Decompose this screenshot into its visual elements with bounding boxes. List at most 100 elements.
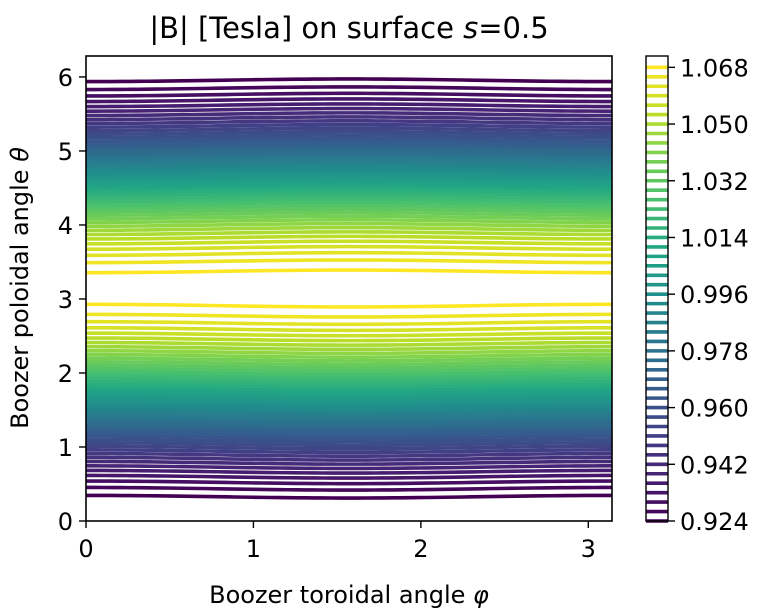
colorbar-frame — [645, 55, 669, 522]
contour-line — [85, 312, 613, 319]
contour-line — [85, 403, 613, 410]
contour-line — [85, 197, 613, 204]
contour-line — [85, 258, 613, 265]
contour-line — [86, 194, 612, 201]
colorbar-tick-label: 0.996 — [680, 281, 749, 309]
contour-line — [85, 352, 613, 359]
contour-line — [85, 158, 613, 165]
contour-line — [85, 479, 613, 486]
colorbar-tick-label: 0.924 — [680, 508, 749, 536]
x-tick-label: 2 — [413, 535, 428, 563]
contour-line — [85, 406, 613, 413]
contour-line — [86, 185, 612, 192]
contour-line — [86, 207, 612, 214]
colorbar-ticks: 0.924 0.942 0.960 0.978 0.996 1.014 1.032 1.050… — [668, 54, 749, 536]
chart-title-suffix: =0.5 — [478, 11, 548, 45]
colorbar-tick-label: 0.960 — [680, 395, 749, 423]
chart-title-prefix: |B| [Tesla] on surface — [149, 11, 463, 45]
contour-line — [85, 173, 613, 180]
contour-line — [85, 418, 613, 425]
contour-line — [85, 412, 613, 419]
contour-line — [85, 451, 613, 458]
contour-line — [85, 373, 613, 380]
contour-line — [86, 210, 612, 217]
x-axis-ticks: 0 1 2 3 — [78, 521, 596, 563]
contour-line — [85, 91, 613, 98]
contour-line — [85, 126, 613, 133]
contour-line — [85, 191, 613, 198]
contour-line — [85, 356, 613, 363]
contour-line — [85, 250, 613, 258]
contour-line — [85, 167, 613, 174]
contour-line — [85, 331, 613, 338]
contour-line — [85, 485, 613, 492]
contour-line — [85, 133, 613, 140]
contour-line — [86, 360, 612, 367]
colorbar-tick-label: 0.978 — [680, 338, 749, 366]
contour-line — [85, 188, 613, 195]
contour-line — [86, 161, 612, 168]
y-tick-label: 1 — [58, 434, 73, 462]
contour-line — [85, 182, 613, 189]
contour-line — [85, 415, 613, 422]
y-tick-label: 3 — [58, 286, 73, 314]
contour-line — [86, 464, 612, 471]
contour-line — [85, 170, 613, 177]
contour-line — [86, 106, 612, 113]
contour-line — [85, 115, 613, 122]
contour-lines — [85, 77, 613, 500]
plot-area: 0 1 2 3 0 1 2 3 4 5 6 — [58, 55, 613, 563]
colorbar-tick-label: 1.050 — [680, 111, 749, 139]
contour-line — [85, 370, 613, 377]
y-axis-label: Boozer poloidal angle θ — [6, 147, 34, 429]
contour-line — [85, 388, 613, 395]
contour-line — [85, 468, 613, 475]
contour-line — [85, 230, 613, 237]
contour-line — [85, 146, 613, 153]
contour-line — [85, 136, 613, 143]
plot-frame — [85, 55, 613, 522]
contour-line — [86, 493, 612, 500]
contour-line — [85, 225, 613, 233]
contour-line — [85, 394, 613, 401]
contour-line — [85, 424, 613, 431]
contour-line — [85, 382, 613, 389]
contour-line — [86, 97, 612, 104]
contour-line — [86, 385, 612, 392]
contour-line — [85, 214, 613, 221]
contour-line — [86, 302, 612, 309]
contour-line — [86, 348, 612, 356]
contour-line — [85, 431, 613, 438]
contour-line — [85, 179, 613, 186]
colorbar-bands — [646, 65, 668, 523]
contour-line — [85, 444, 613, 451]
colorbar-tick-label: 1.014 — [680, 224, 749, 252]
contour-line — [86, 77, 612, 84]
colorbar-tick-label: 0.942 — [680, 451, 749, 479]
y-tick-label: 0 — [58, 508, 73, 536]
contour-line — [86, 268, 612, 275]
contour-line — [85, 421, 613, 428]
contour-line — [85, 102, 613, 109]
contour-line — [86, 363, 612, 370]
x-tick-label: 0 — [78, 535, 93, 563]
y-tick-label: 5 — [58, 138, 73, 166]
x-axis-label: Boozer toroidal angle φ — [209, 581, 489, 609]
contour-line — [86, 325, 612, 333]
contour-line — [86, 409, 612, 416]
contour-line — [85, 397, 613, 404]
contour-line — [85, 400, 613, 407]
y-tick-label: 6 — [58, 64, 73, 92]
contour-line — [86, 203, 612, 211]
contour-line — [86, 376, 612, 383]
contour-line — [85, 176, 613, 183]
contour-line — [85, 319, 613, 327]
contour-line — [86, 142, 612, 150]
x-axis-label-text: Boozer toroidal angle — [209, 581, 473, 609]
contour-line — [85, 344, 613, 352]
contour-line — [85, 152, 613, 159]
y-axis-label-text: Boozer poloidal angle — [6, 162, 34, 429]
contour-line — [86, 111, 612, 118]
contour-line — [85, 391, 613, 398]
